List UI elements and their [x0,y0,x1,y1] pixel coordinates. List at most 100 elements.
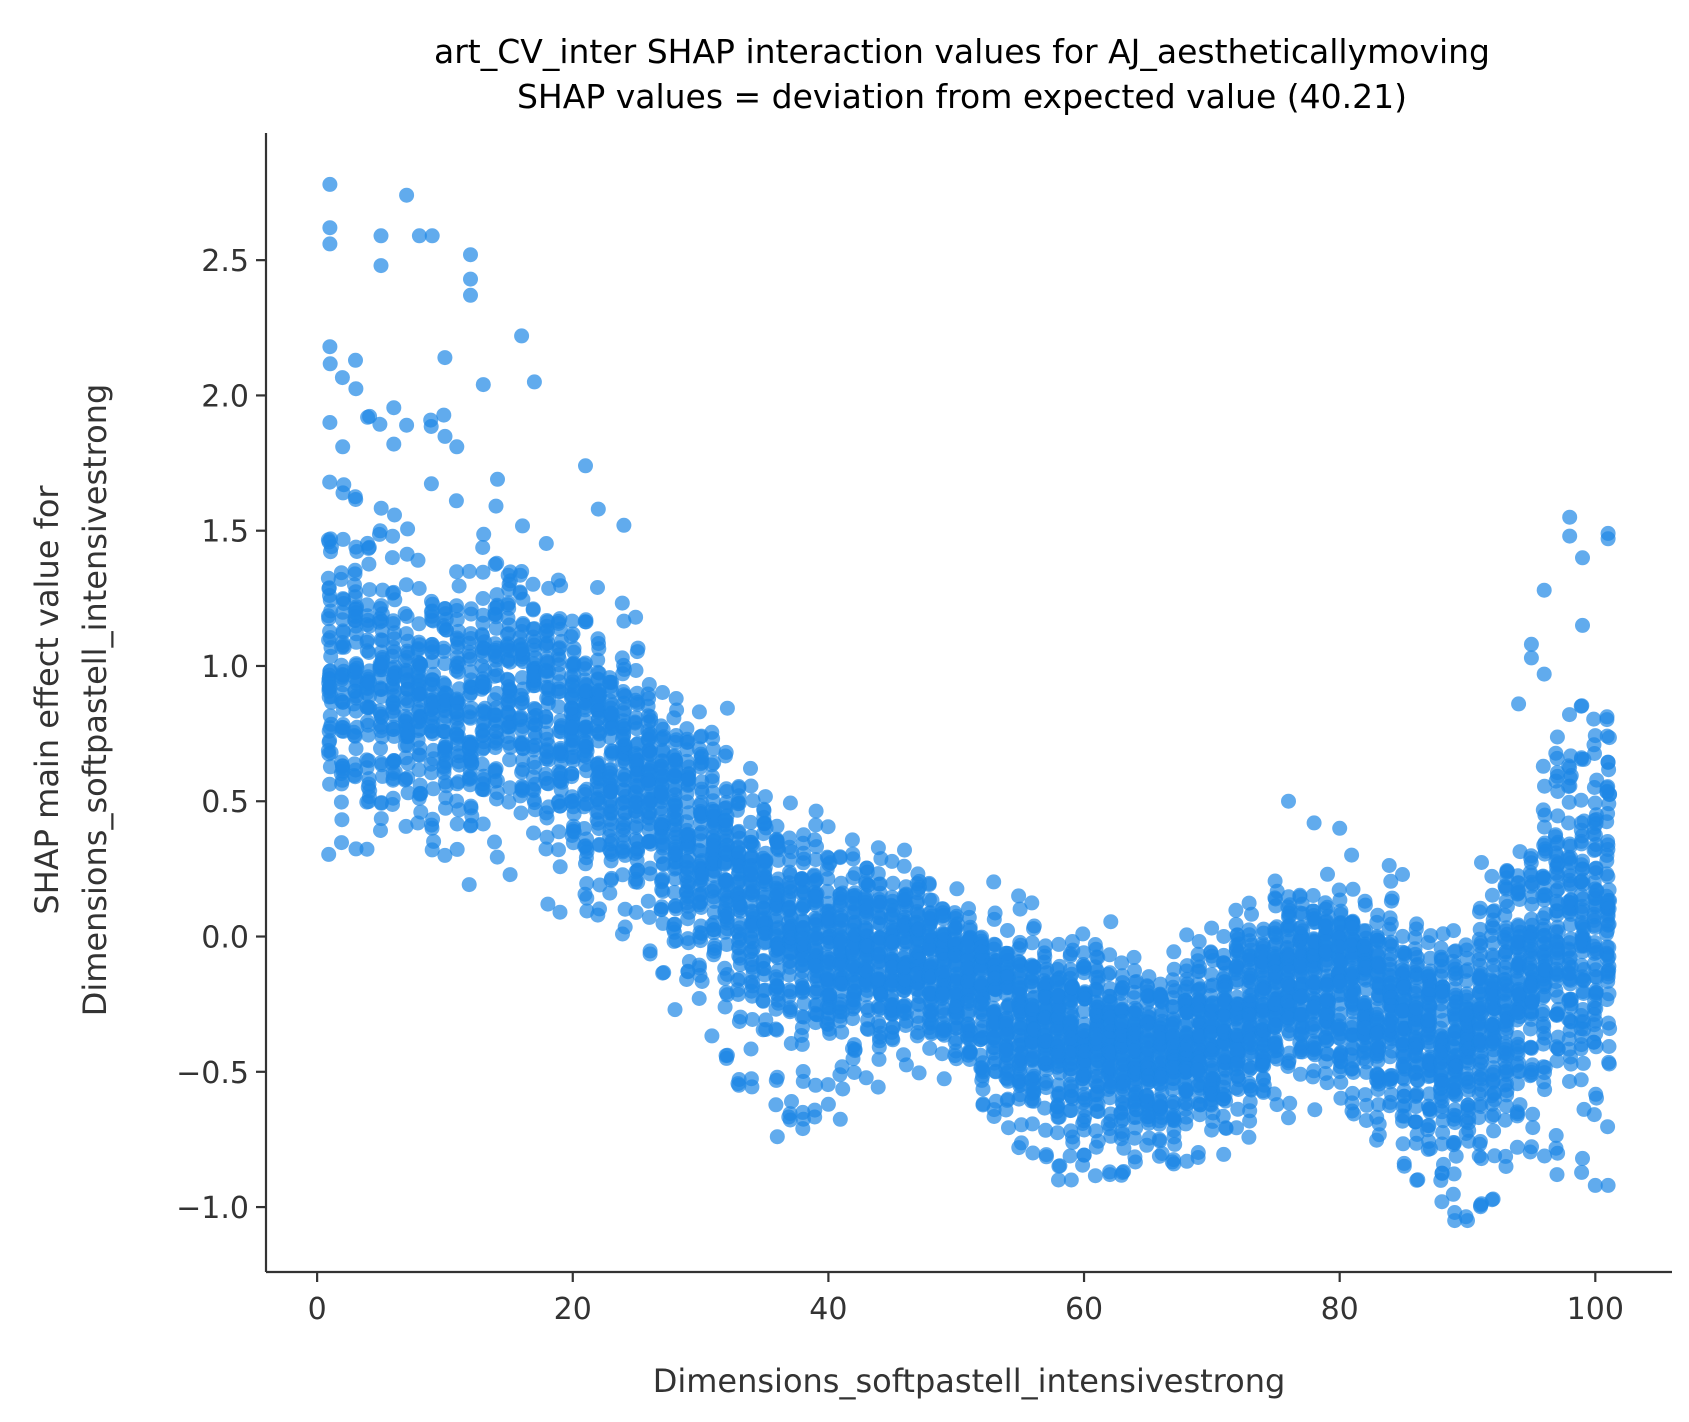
data-point [679,794,695,810]
data-point [832,1067,848,1083]
data-point [334,370,350,386]
data-point [564,828,580,843]
data-point [655,883,671,899]
data-point [323,544,338,560]
data-point [832,1013,848,1029]
data-point [1458,963,1474,979]
data-point [615,840,631,856]
data-point [679,840,695,856]
data-point [411,616,427,632]
data-point [591,636,606,651]
data-point [641,834,657,850]
data-point [745,793,761,809]
data-point [553,782,569,798]
data-point [550,616,566,631]
data-point [513,805,529,821]
data-point [744,1012,760,1027]
data-point [770,941,786,957]
data-point [921,875,937,891]
data-point [629,721,645,737]
data-point [373,795,389,811]
data-point [641,763,657,779]
data-point [819,883,835,899]
data-point [538,841,554,857]
data-point [1011,888,1027,904]
data-point [1394,1003,1410,1019]
data-point [1128,1120,1144,1136]
data-point [576,657,592,673]
data-point [717,960,733,976]
data-point [681,759,697,775]
data-point [436,675,451,691]
data-point [1038,938,1054,954]
data-point [475,564,491,580]
data-point [743,778,759,794]
data-point [449,439,465,455]
data-point [590,580,605,595]
data-point [1292,1066,1308,1082]
data-point [603,853,619,869]
data-point [539,810,555,826]
data-point [705,793,721,809]
data-point [540,896,556,912]
data-point [782,795,798,811]
data-point [794,1020,810,1036]
data-point [525,602,541,618]
data-point [1408,1000,1424,1016]
data-point [526,621,542,637]
data-point [756,816,772,831]
data-point [694,748,710,764]
data-point [706,840,721,856]
data-point [1282,1095,1298,1111]
data-point [986,874,1002,890]
data-point [336,639,352,655]
data-point [500,567,516,583]
data-point [489,587,505,603]
data-point [1241,1007,1257,1023]
data-point [500,705,516,721]
data-point [500,719,516,735]
data-point [885,875,901,891]
data-point [845,846,861,862]
data-point [577,784,592,800]
data-point [845,1051,861,1067]
data-point [1319,1075,1335,1091]
data-point [911,1065,927,1081]
data-point [1356,956,1372,972]
data-point [448,493,464,509]
data-point [563,700,579,716]
data-point [411,762,427,778]
data-point [360,779,376,795]
data-point [1408,1041,1424,1057]
data-point [1241,922,1257,938]
data-point [844,832,860,848]
data-point [372,526,387,542]
data-point [731,780,747,796]
data-point [425,781,441,797]
data-point [628,831,644,847]
data-point [463,626,479,642]
data-point [539,829,555,845]
data-point [576,821,592,836]
data-point [462,709,478,725]
data-point [1421,1133,1437,1149]
data-point [934,1003,950,1019]
data-point [743,1041,759,1057]
data-point [488,620,504,636]
data-point [680,861,696,877]
data-point [550,647,566,663]
data-point [1269,1097,1285,1113]
data-point [1420,935,1436,951]
data-point [628,609,644,625]
data-point [795,981,810,997]
data-point [718,781,734,797]
data-point [604,805,620,821]
data-point [321,611,337,627]
data-point [321,846,337,862]
data-point [936,1071,952,1087]
data-point [476,526,492,542]
data-point [423,412,439,428]
data-point [564,613,580,629]
data-point [1471,1110,1487,1126]
data-point [449,612,465,628]
